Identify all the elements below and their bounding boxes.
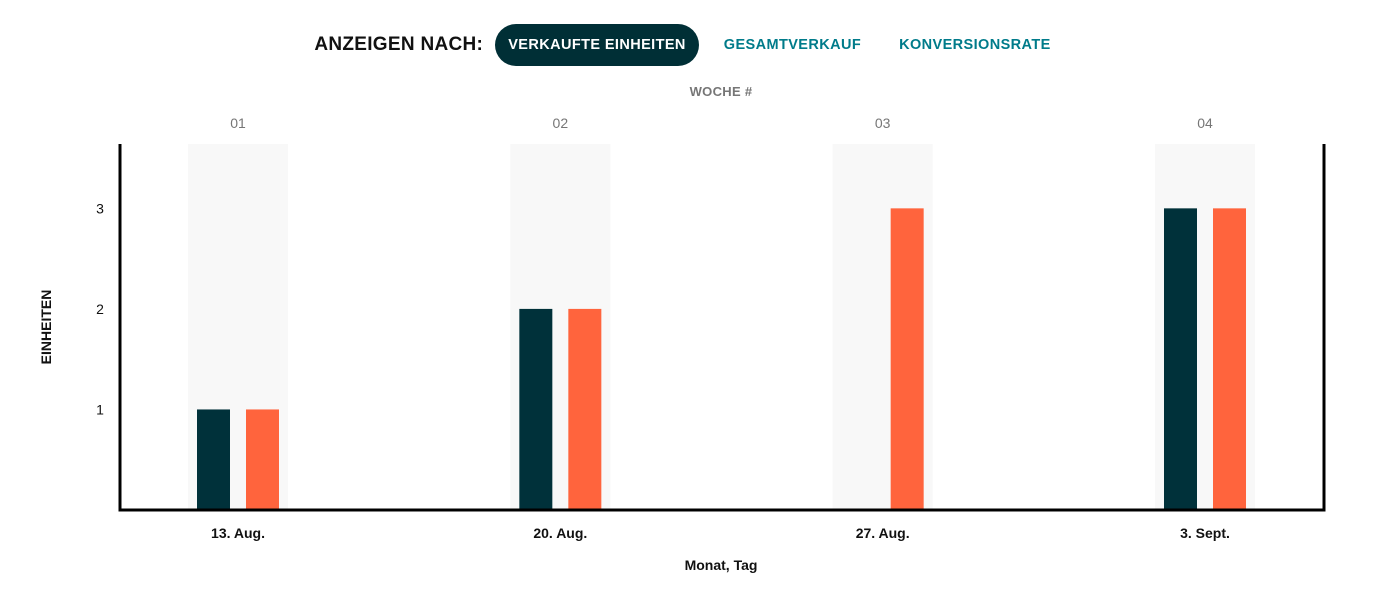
x-tick-label: 3. Sept. <box>1180 525 1230 541</box>
week-number-label: 02 <box>553 115 569 131</box>
display-by-toolbar: ANZEIGEN NACH: VERKAUFTE EINHEITEN GESAM… <box>0 24 1390 66</box>
x-tick-label: 20. Aug. <box>533 525 587 541</box>
tab-total-sales[interactable]: GESAMTVERKAUF <box>723 37 862 53</box>
tab-units-sold[interactable]: VERKAUFTE EINHEITEN <box>495 24 699 66</box>
x-tick-label: 27. Aug. <box>856 525 910 541</box>
y-axis-label: EINHEITEN <box>38 290 54 365</box>
bar-series1-2 <box>519 308 553 510</box>
week-axis-title: WOCHE # <box>690 84 753 99</box>
display-by-label: ANZEIGEN NACH: <box>314 34 484 55</box>
x-axis-label: Monat, Tag <box>685 557 758 573</box>
bar-series2-1 <box>246 409 279 510</box>
tab-conversion-rate[interactable]: KONVERSIONSRATE <box>899 37 1051 53</box>
bar-series2-4 <box>1213 208 1246 510</box>
x-tick-label: 13. Aug. <box>211 525 265 541</box>
week-number-label: 01 <box>230 115 246 131</box>
week-number-label: 04 <box>1197 115 1213 131</box>
y-tick-label: 2 <box>96 301 104 317</box>
bar-series2-2 <box>568 308 602 510</box>
bar-series1-1 <box>197 409 230 510</box>
week-number-label: 03 <box>875 115 891 131</box>
y-tick-label: 3 <box>96 200 104 216</box>
bar-series1-4 <box>1164 208 1197 510</box>
y-tick-label: 1 <box>96 401 104 417</box>
bar-series2-3 <box>890 208 924 510</box>
